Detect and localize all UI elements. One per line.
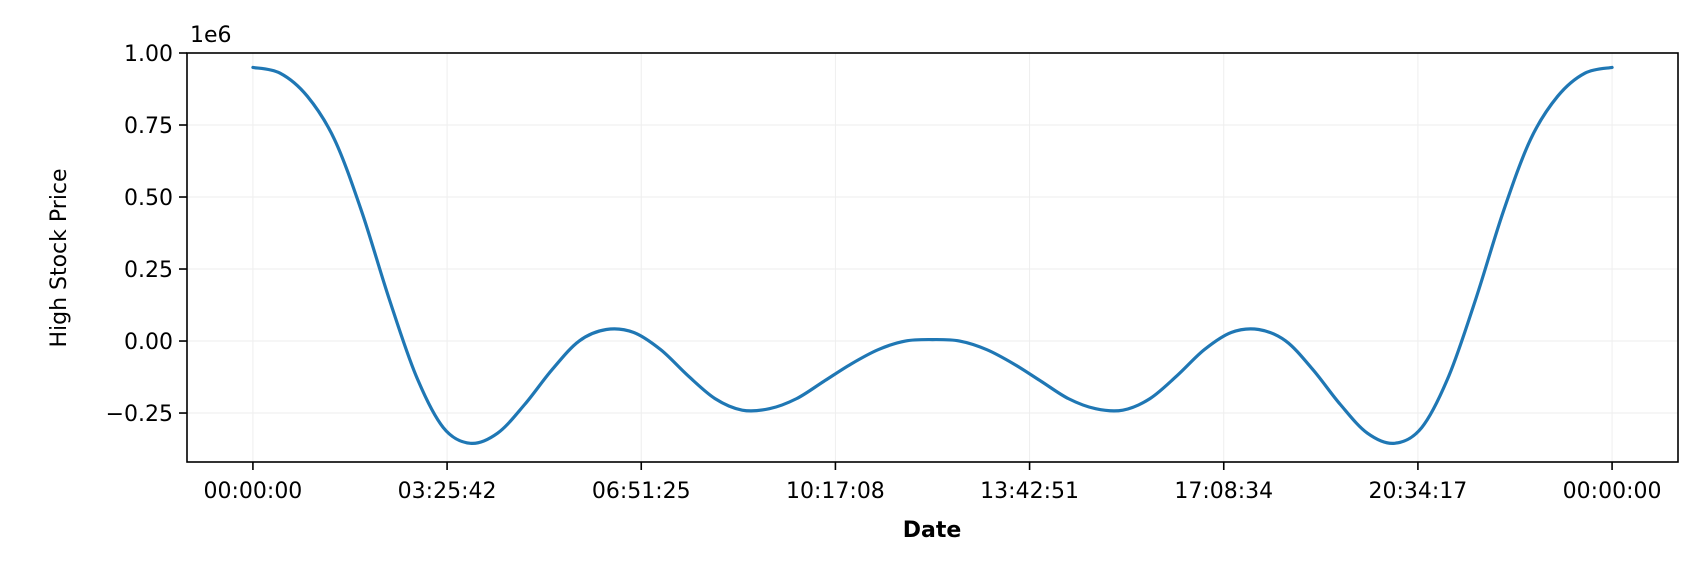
y-tick-label: 0.00: [124, 330, 173, 355]
series-layer: [251, 65, 1614, 445]
y-tick-label: 1.00: [124, 42, 173, 67]
plot-frame: [186, 52, 1679, 463]
y-tick-label: 0.75: [124, 114, 173, 139]
y-tick-label: −0.25: [106, 402, 173, 427]
x-tick-label: 03:25:42: [398, 479, 497, 504]
x-tick-label: 13:42:51: [980, 479, 1079, 504]
x-axis-label: Date: [903, 518, 962, 543]
x-axis: 00:00:00 03:25:42 06:51:25 10:17:08 13:42:51…: [204, 462, 1662, 504]
x-tick-label: 20:34:17: [1369, 479, 1468, 504]
x-tick-label: 00:00:00: [1563, 479, 1662, 504]
y-tick-label: 0.25: [124, 258, 173, 283]
x-tick-label: 06:51:25: [592, 479, 691, 504]
y-axis: −0.25 0.00 0.25 0.50 0.75 1.00: [106, 42, 187, 427]
x-tick-label: 17:08:34: [1174, 479, 1273, 504]
grid-layer: [187, 52, 1678, 462]
series-line: [251, 65, 1614, 445]
y-tick-label: 0.50: [124, 186, 173, 211]
y-axis-label: High Stock Price: [47, 168, 72, 347]
y-offset-label: 1e6: [190, 23, 232, 48]
x-tick-label: 10:17:08: [786, 479, 885, 504]
x-tick-label: 00:00:00: [204, 479, 303, 504]
